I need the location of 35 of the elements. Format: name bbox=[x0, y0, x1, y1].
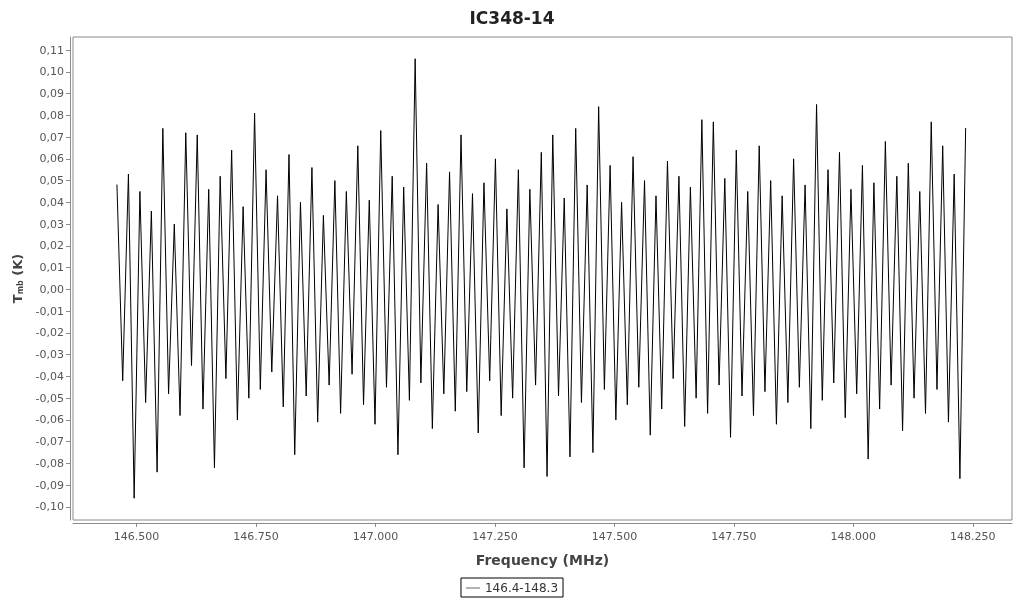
y-tick-label: 0,06 bbox=[39, 152, 64, 166]
x-tick-label: 147.000 bbox=[352, 530, 399, 543]
y-tick-label: -0,02 bbox=[35, 326, 64, 340]
y-tick-label: 0,00 bbox=[39, 282, 64, 296]
y-tick-label: 0,01 bbox=[39, 261, 64, 275]
x-tick-label: 148.250 bbox=[950, 530, 996, 543]
x-axis-title: Frequency (MHz) bbox=[475, 552, 610, 568]
y-tick-label: -0,09 bbox=[35, 478, 64, 492]
line-series bbox=[116, 58, 967, 499]
y-tick-label: 0,05 bbox=[39, 174, 64, 188]
chart-title: IC348-14 bbox=[469, 7, 555, 28]
y-tick-label: -0,08 bbox=[35, 456, 64, 470]
y-tick-label: -0,03 bbox=[35, 348, 64, 362]
x-tick-label: 148.000 bbox=[830, 530, 877, 543]
y-tick-label: -0,10 bbox=[35, 500, 64, 514]
y-tick-label: 0,07 bbox=[39, 130, 64, 144]
y-tick-label: 0,03 bbox=[39, 217, 64, 231]
y-tick-label: 0,10 bbox=[39, 65, 64, 79]
y-tick-label: -0,06 bbox=[35, 413, 64, 427]
x-tick-label: 147.250 bbox=[472, 530, 518, 543]
y-tick-label: 0,02 bbox=[39, 239, 64, 253]
y-tick-label: -0,01 bbox=[35, 304, 64, 318]
y-tick-label: 0,11 bbox=[39, 43, 64, 57]
x-tick-label: 146.500 bbox=[113, 530, 160, 543]
y-tick-label: 0,09 bbox=[39, 87, 64, 101]
text: 146.4-148.3 bbox=[484, 581, 559, 595]
x-tick-label: 147.750 bbox=[711, 530, 757, 543]
y-tick-label: 0,08 bbox=[39, 108, 64, 122]
y-tick-label: -0,05 bbox=[35, 391, 64, 405]
y-tick-label: 0,04 bbox=[39, 195, 64, 209]
y-tick-label: -0,07 bbox=[35, 435, 64, 449]
y-axis-title: Tmb (K) bbox=[10, 253, 26, 304]
y-tick-label: -0,04 bbox=[35, 369, 64, 383]
x-tick-label: 147.500 bbox=[591, 530, 638, 543]
x-tick-label: 146.750 bbox=[233, 530, 279, 543]
